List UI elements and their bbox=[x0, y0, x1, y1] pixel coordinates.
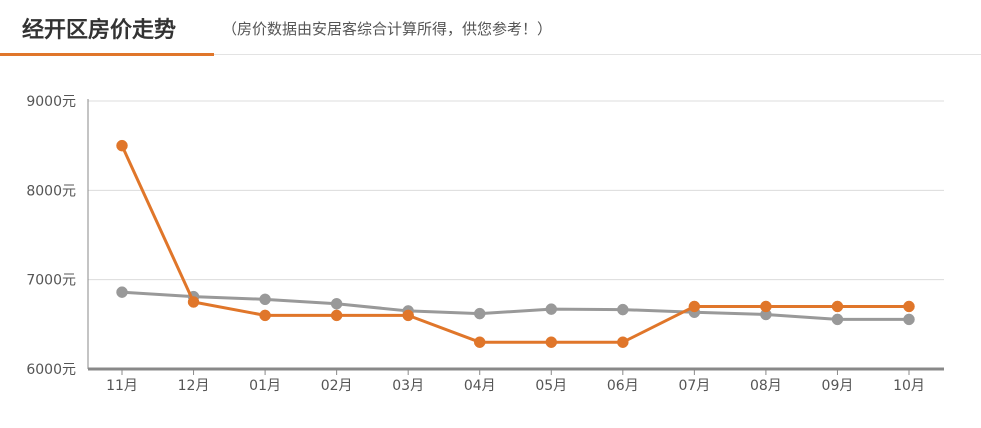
data-point-series-2 bbox=[473, 307, 486, 320]
data-point-series-1 bbox=[688, 300, 701, 313]
x-tick-label: 02月 bbox=[321, 378, 353, 394]
chart-header: 经开区房价走势 （房价数据由安居客综合计算所得，供您参考！） bbox=[0, 0, 981, 58]
data-point-series-2 bbox=[116, 286, 128, 298]
x-tick-label: 10月 bbox=[893, 378, 925, 394]
y-tick-label: 9000元 bbox=[26, 94, 76, 110]
x-tick-label: 07月 bbox=[678, 378, 710, 394]
y-tick-label: 7000元 bbox=[26, 273, 76, 289]
data-point-series-1 bbox=[831, 300, 844, 313]
x-tick-label: 06月 bbox=[607, 378, 639, 394]
x-tick-label: 03月 bbox=[392, 378, 424, 394]
data-point-series-2 bbox=[831, 313, 844, 326]
chart-subtitle: （房价数据由安居客综合计算所得，供您参考！） bbox=[222, 20, 553, 38]
data-point-series-1 bbox=[617, 336, 629, 348]
chart-title: 经开区房价走势 bbox=[22, 18, 177, 43]
data-point-series-1 bbox=[330, 309, 343, 322]
data-point-series-2 bbox=[903, 313, 915, 326]
header-divider bbox=[0, 54, 981, 55]
x-tick-label: 04月 bbox=[464, 378, 496, 394]
y-tick-label: 6000元 bbox=[26, 362, 76, 378]
data-point-series-2 bbox=[617, 303, 629, 316]
data-point-series-1 bbox=[187, 296, 200, 308]
data-point-series-1 bbox=[259, 309, 271, 322]
x-tick-label: 11月 bbox=[106, 378, 138, 394]
x-tick-label: 09月 bbox=[822, 378, 854, 394]
header-accent-bar bbox=[0, 53, 214, 56]
data-point-series-2 bbox=[330, 298, 343, 310]
data-point-series-1 bbox=[473, 336, 486, 348]
data-point-series-1 bbox=[116, 139, 128, 152]
data-point-series-1 bbox=[545, 336, 558, 348]
data-point-series-1 bbox=[903, 300, 915, 313]
x-tick-label: 05月 bbox=[535, 378, 567, 394]
data-point-series-1 bbox=[402, 309, 414, 322]
x-tick-label: 08月 bbox=[750, 378, 782, 394]
series-line-1 bbox=[120, 145, 909, 344]
series-line-2 bbox=[121, 290, 909, 321]
data-point-series-2 bbox=[259, 293, 271, 306]
x-tick-label: 01月 bbox=[249, 378, 281, 394]
data-point-series-2 bbox=[545, 303, 558, 315]
data-point-series-1 bbox=[760, 300, 772, 313]
y-tick-label: 8000元 bbox=[26, 183, 76, 199]
x-tick-label: 12月 bbox=[178, 378, 210, 394]
